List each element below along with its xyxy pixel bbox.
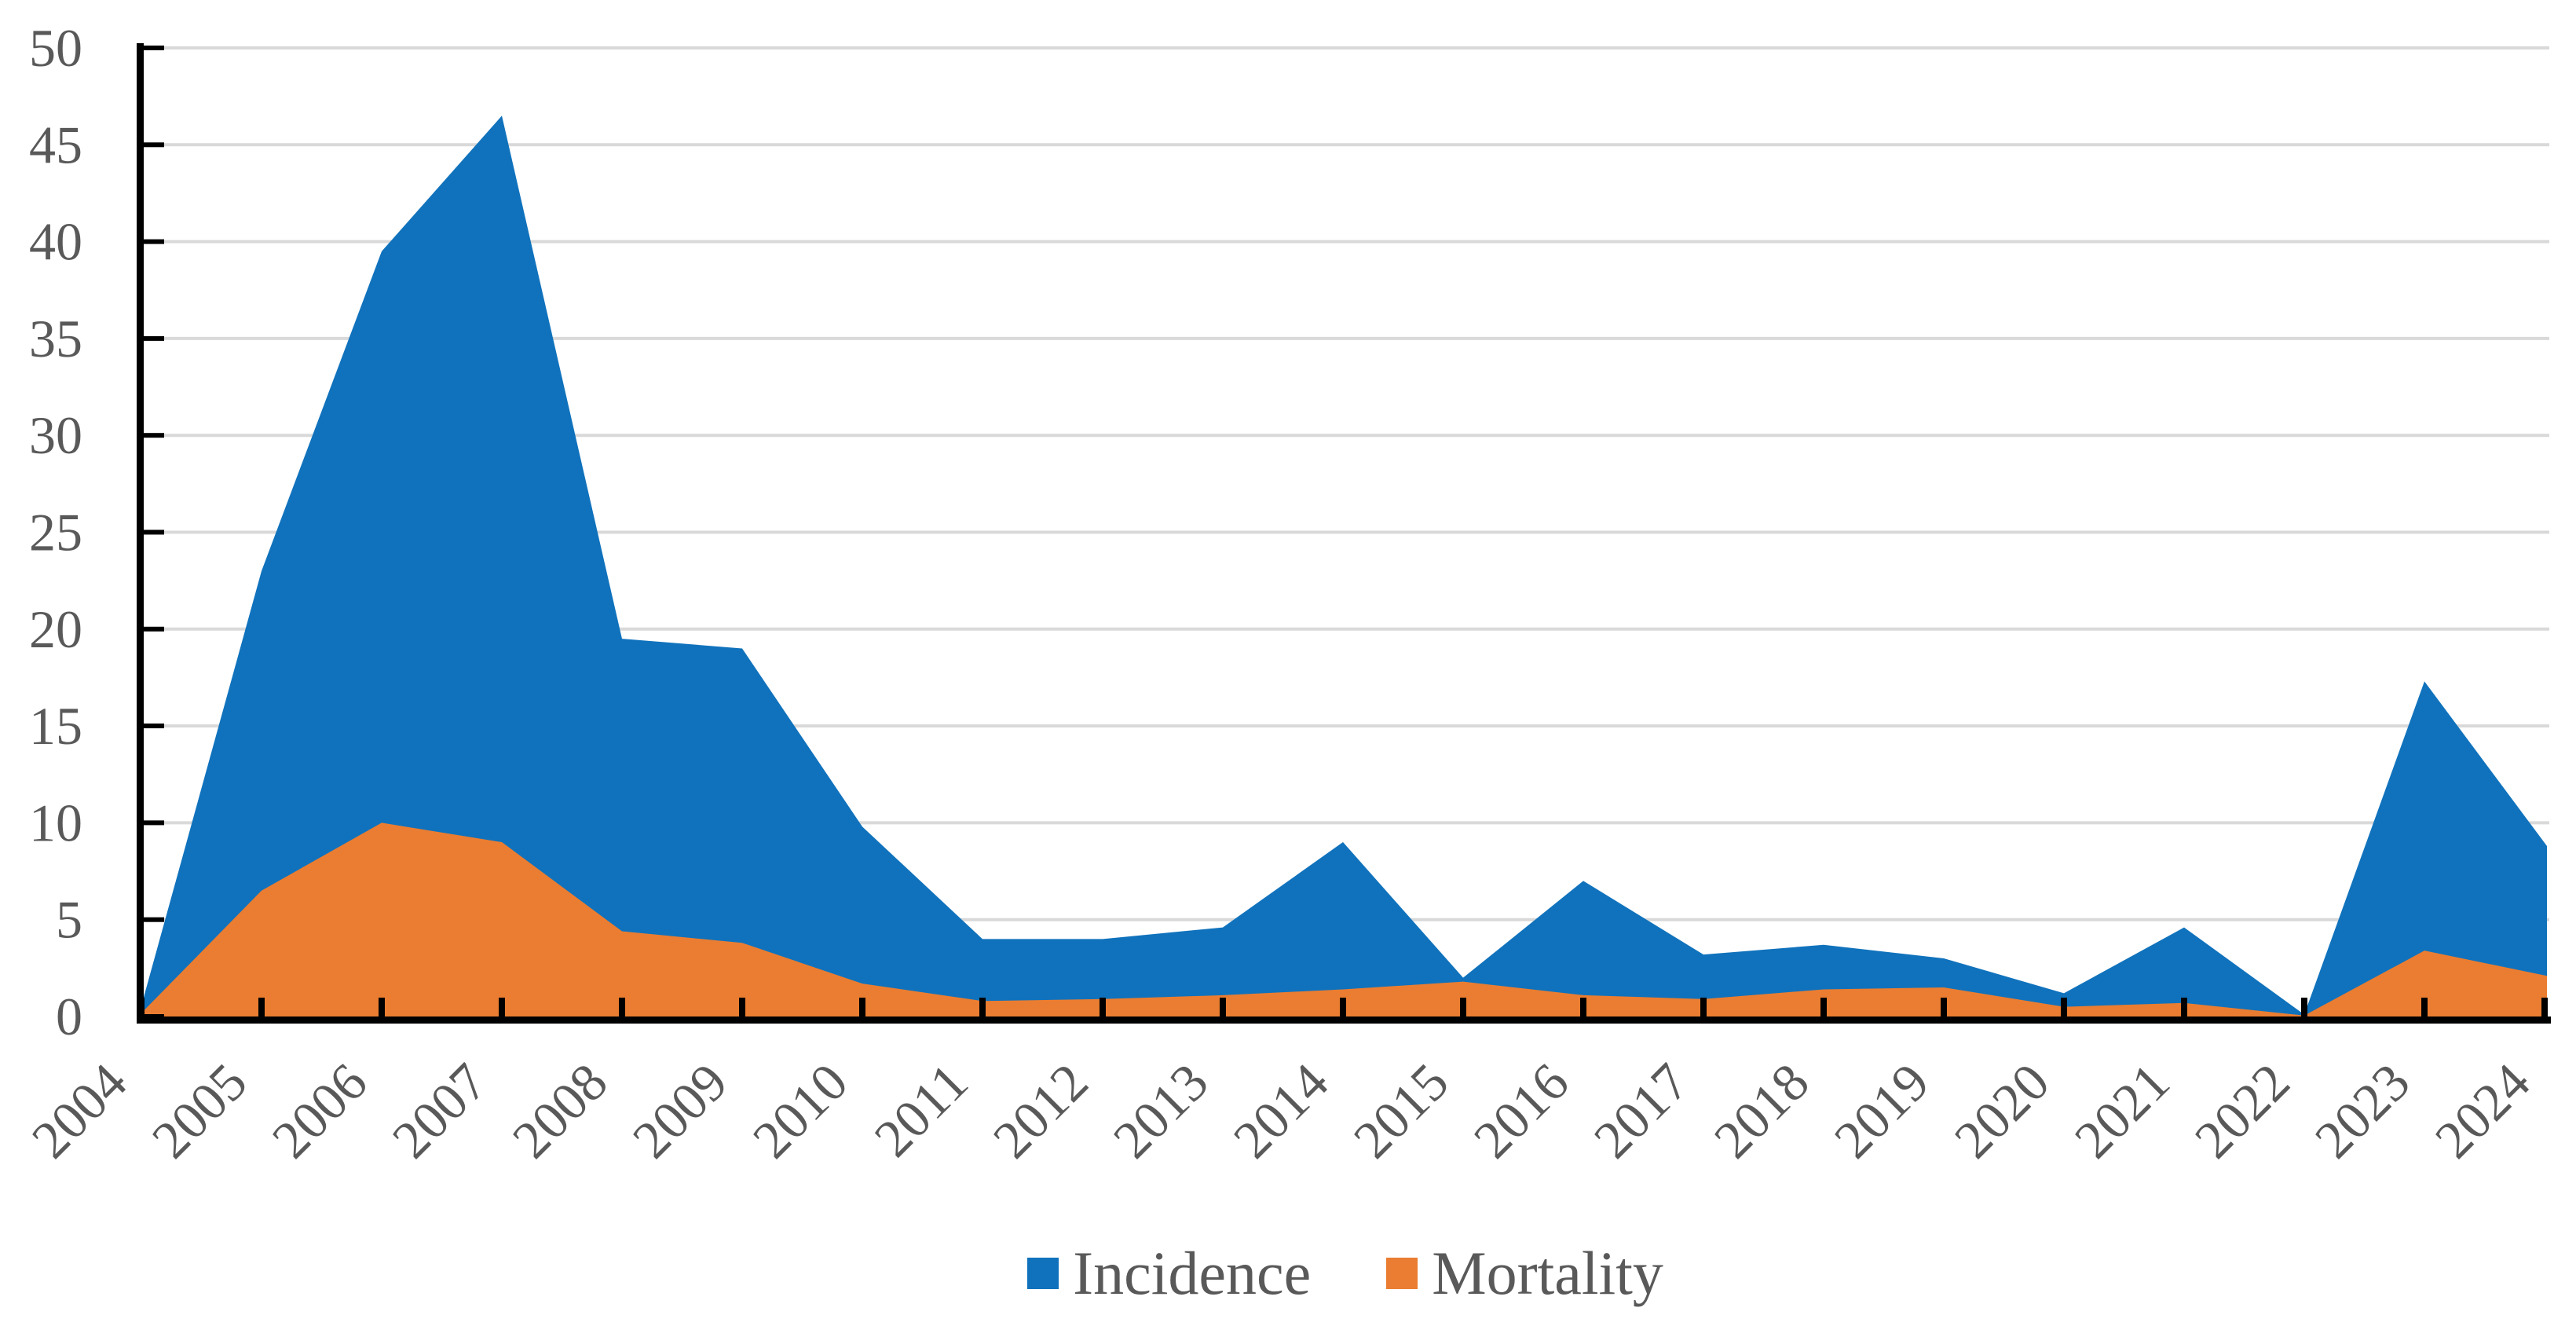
y-axis-tick <box>144 723 164 729</box>
x-tick-label: 2014 <box>1222 1052 1340 1170</box>
y-tick-label: 40 <box>29 212 82 272</box>
x-tick-label: 2009 <box>621 1052 739 1170</box>
x-axis-tick <box>2061 998 2067 1018</box>
x-axis-tick <box>1820 998 1827 1018</box>
y-axis-tick <box>144 820 164 826</box>
legend-item-mortality: Mortality <box>1386 1243 1663 1304</box>
x-tick-label: 2023 <box>2303 1052 2421 1170</box>
x-axis-tick <box>859 998 865 1018</box>
x-tick-label: 2016 <box>1462 1052 1580 1170</box>
x-axis-tick <box>1100 998 1106 1018</box>
y-axis-tick <box>144 917 164 922</box>
x-axis-tick <box>499 998 505 1018</box>
y-tick-label: 15 <box>29 696 82 756</box>
mortality-legend-label: Mortality <box>1432 1239 1663 1307</box>
y-tick-label: 25 <box>29 503 82 562</box>
x-tick-label: 2017 <box>1583 1052 1700 1170</box>
x-axis-tick <box>258 998 265 1018</box>
x-axis-tick <box>1220 998 1226 1018</box>
chart-legend: Incidence Mortality <box>57 1243 2576 1304</box>
x-tick-label: 2019 <box>1823 1052 1941 1170</box>
y-axis-tick <box>144 433 164 438</box>
x-tick-label: 2011 <box>862 1052 979 1168</box>
y-tick-label: 0 <box>56 987 82 1046</box>
y-axis-tick <box>144 626 164 632</box>
y-axis-line <box>137 43 144 1023</box>
x-axis-tick <box>1340 998 1346 1018</box>
y-tick-label: 30 <box>29 405 82 465</box>
legend-item-incidence: Incidence <box>1027 1243 1311 1304</box>
y-axis-tick <box>144 239 164 244</box>
x-tick-label: 2024 <box>2424 1052 2541 1170</box>
y-tick-label: 20 <box>29 599 82 659</box>
x-tick-label: 2008 <box>501 1052 619 1170</box>
x-axis-tick <box>739 998 745 1018</box>
y-tick-label: 45 <box>29 115 82 174</box>
incidence-legend-label: Incidence <box>1073 1239 1312 1307</box>
mortality-area <box>144 822 2547 1016</box>
x-axis-tick <box>1460 998 1466 1018</box>
x-tick-label: 2021 <box>2063 1052 2181 1170</box>
x-axis-tick <box>2541 998 2548 1018</box>
x-tick-label: 2022 <box>2183 1052 2301 1170</box>
x-axis-tick <box>979 998 986 1018</box>
x-tick-label: 2013 <box>1102 1052 1220 1170</box>
x-axis-tick <box>2181 998 2187 1018</box>
x-tick-label: 2005 <box>141 1052 258 1170</box>
y-axis-tick <box>144 335 164 341</box>
y-tick-label: 35 <box>29 309 82 368</box>
x-axis-tick <box>619 998 625 1018</box>
y-tick-label: 5 <box>56 890 82 950</box>
y-axis-tick <box>144 142 164 148</box>
x-axis-line <box>137 1016 2551 1024</box>
x-tick-label: 2004 <box>20 1052 138 1170</box>
x-tick-label: 2012 <box>982 1052 1100 1170</box>
x-tick-label: 2007 <box>381 1052 499 1170</box>
x-tick-label: 2006 <box>261 1052 379 1170</box>
x-tick-label: 2010 <box>741 1052 859 1170</box>
x-tick-label: 2015 <box>1342 1052 1460 1170</box>
x-axis-tick <box>1580 998 1586 1018</box>
y-axis-tick <box>144 46 164 50</box>
x-tick-label: 2018 <box>1703 1052 1820 1170</box>
incidence-area <box>144 115 2547 1016</box>
y-tick-label: 50 <box>29 18 82 78</box>
x-axis-tick <box>2421 998 2428 1018</box>
mortality-swatch-icon <box>1386 1258 1418 1289</box>
x-axis-tick <box>379 998 385 1018</box>
x-axis-tick <box>2301 998 2307 1018</box>
y-axis-tick <box>144 529 164 535</box>
x-axis-tick <box>1700 998 1707 1018</box>
y-tick-label: 10 <box>29 793 82 852</box>
x-tick-label: 2020 <box>1943 1052 2061 1170</box>
incidence-swatch-icon <box>1027 1258 1059 1289</box>
x-axis-tick <box>1941 998 1947 1018</box>
